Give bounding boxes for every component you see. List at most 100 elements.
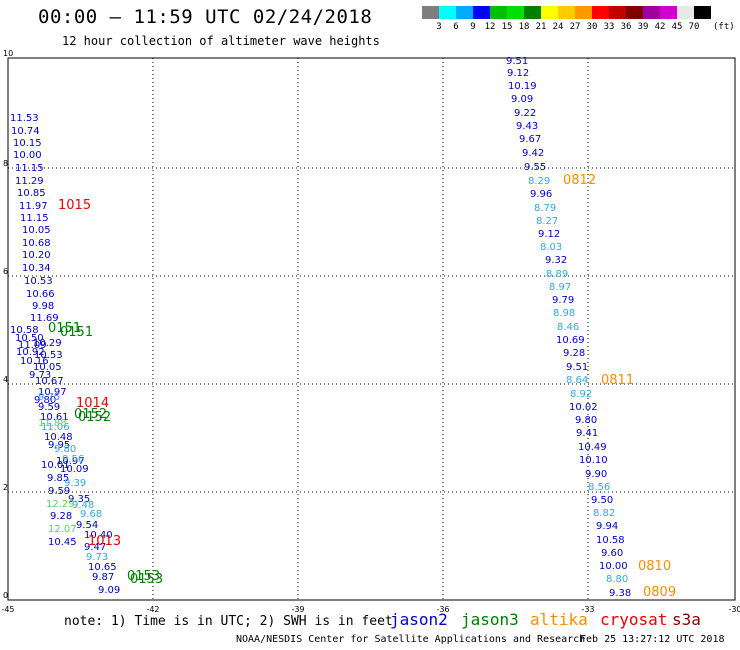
pass-id-label: 0151	[60, 325, 93, 340]
wave-height-label: 10.58	[596, 535, 625, 546]
colorbar-swatch	[643, 6, 660, 19]
wave-height-label: 8.03	[540, 242, 562, 253]
wave-height-label: 10.68	[22, 238, 51, 249]
colorbar-unit: (ft)	[713, 22, 735, 32]
colorbar-swatch	[490, 6, 507, 19]
legend-item-s3a: s3a	[672, 610, 701, 629]
wave-height-label: 10.29	[33, 338, 62, 349]
colorbar-label: 33	[603, 22, 615, 32]
y-tick-label: 8	[3, 159, 8, 168]
wave-height-label: 10.15	[13, 138, 42, 149]
wave-height-label: 9.87	[92, 572, 114, 583]
colorbar-label: 9	[470, 22, 476, 32]
wave-height-label: 9.41	[576, 428, 598, 439]
colorbar-swatch	[524, 6, 541, 19]
colorbar-swatch	[473, 6, 490, 19]
wave-height-label: 10.61	[40, 412, 69, 423]
wave-height-label: 9.73	[86, 552, 108, 563]
wave-height-label: 9.94	[596, 521, 618, 532]
y-tick-label: 6	[3, 267, 8, 276]
colorbar-label: 3	[436, 22, 442, 32]
wave-height-label: 9.28	[50, 511, 72, 522]
colorbar-swatch	[507, 6, 524, 19]
x-tick-label: -45	[1, 605, 14, 614]
wave-height-label: 10.05	[33, 362, 62, 373]
colorbar-label: 39	[637, 22, 649, 32]
colorbar-swatch	[660, 6, 677, 19]
wave-height-label: 10.65	[88, 562, 117, 573]
wave-height-label: 9.55	[524, 162, 546, 173]
wave-height-label: 10.85	[17, 188, 46, 199]
wave-height-label: 10.66	[26, 289, 55, 300]
colorbar-swatch	[558, 6, 575, 19]
colorbar-label: 21	[535, 22, 547, 32]
wave-height-label: 9.50	[591, 495, 613, 506]
x-tick-label: -36	[436, 605, 449, 614]
wave-height-label: 8.98	[553, 308, 575, 319]
wave-height-label: 9.09	[511, 94, 533, 105]
colorbar-swatch	[456, 6, 473, 19]
colorbar-swatch	[626, 6, 643, 19]
wave-height-label: 9.09	[98, 585, 120, 596]
wave-height-label: 8.27	[536, 216, 558, 227]
footer-timestamp: Feb 25 13:27:12 UTC 2018	[580, 634, 725, 645]
wave-height-label: 9.28	[563, 348, 585, 359]
colorbar-label: 70	[688, 22, 700, 32]
wave-height-label: 10.00	[13, 150, 42, 161]
colorbar-label: 18	[518, 22, 530, 32]
wave-height-label: 10.53	[34, 350, 63, 361]
colorbar-label: 30	[586, 22, 598, 32]
wave-height-label: 11.69	[30, 313, 59, 324]
wave-height-label: 8.46	[557, 322, 579, 333]
pass-id-label: 1015	[58, 198, 91, 213]
wave-height-label: 8.79	[534, 203, 556, 214]
wave-height-label: 10.34	[22, 263, 51, 274]
wave-height-label: 9.60	[601, 548, 623, 559]
colorbar-swatch	[541, 6, 558, 19]
colorbar-swatch	[677, 6, 694, 19]
x-tick-label: -42	[146, 605, 159, 614]
colorbar-label: 42	[654, 22, 666, 32]
pass-id-label: 0812	[563, 173, 596, 188]
pass-id-label: 0153	[130, 572, 163, 587]
wave-height-label: 12.07	[48, 524, 77, 535]
wave-height-label: 9.22	[514, 108, 536, 119]
wave-height-label: 10.16	[20, 356, 49, 367]
wave-height-label: 10.67	[35, 376, 64, 387]
wave-height-label: 11.53	[10, 113, 39, 124]
wave-height-label: 9.32	[545, 255, 567, 266]
colorbar-label: 15	[501, 22, 513, 32]
legend-item-jason2: jason2	[390, 610, 448, 629]
colorbar-swatch	[422, 6, 439, 19]
plot-frame	[7, 57, 736, 601]
wave-height-label: 10.97	[38, 387, 67, 398]
wave-height-label: 8.64	[566, 375, 588, 386]
wave-height-label: 11.15	[15, 163, 44, 174]
legend-item-cryosat: cryosat	[600, 610, 668, 629]
footer-note: note: 1) Time is in UTC; 2) SWH is in fe…	[64, 614, 393, 629]
wave-height-label: 9.12	[538, 229, 560, 240]
wave-height-label: 8.92	[570, 389, 592, 400]
wave-height-label: 8.29	[528, 176, 550, 187]
wave-height-label: 9.68	[80, 509, 102, 520]
legend-item-altika: altika	[530, 610, 588, 629]
wave-height-label: 9.80	[575, 415, 597, 426]
wave-height-label: 10.74	[11, 126, 40, 137]
colorbar-label: 24	[552, 22, 564, 32]
pass-id-label: 1014	[76, 396, 109, 411]
wave-height-label: 9.54	[76, 520, 98, 531]
wave-height-label: 10.49	[578, 442, 607, 453]
x-tick-label: -30	[728, 605, 740, 614]
wave-height-label: 9.98	[32, 301, 54, 312]
wave-height-label: 9.39	[64, 478, 86, 489]
wave-height-label: 8.97	[549, 282, 571, 293]
pass-id-label: 1013	[88, 534, 121, 549]
pass-id-label: 0152	[78, 410, 111, 425]
colorbar-swatch	[575, 6, 592, 19]
wave-height-label: 10.97	[56, 456, 85, 467]
wave-height-label: 9.51	[566, 362, 588, 373]
wave-height-label: 8.82	[593, 508, 615, 519]
wave-height-label: 9.80	[34, 395, 56, 406]
colorbar-label: 27	[569, 22, 581, 32]
wave-height-label: 10.10	[579, 455, 608, 466]
